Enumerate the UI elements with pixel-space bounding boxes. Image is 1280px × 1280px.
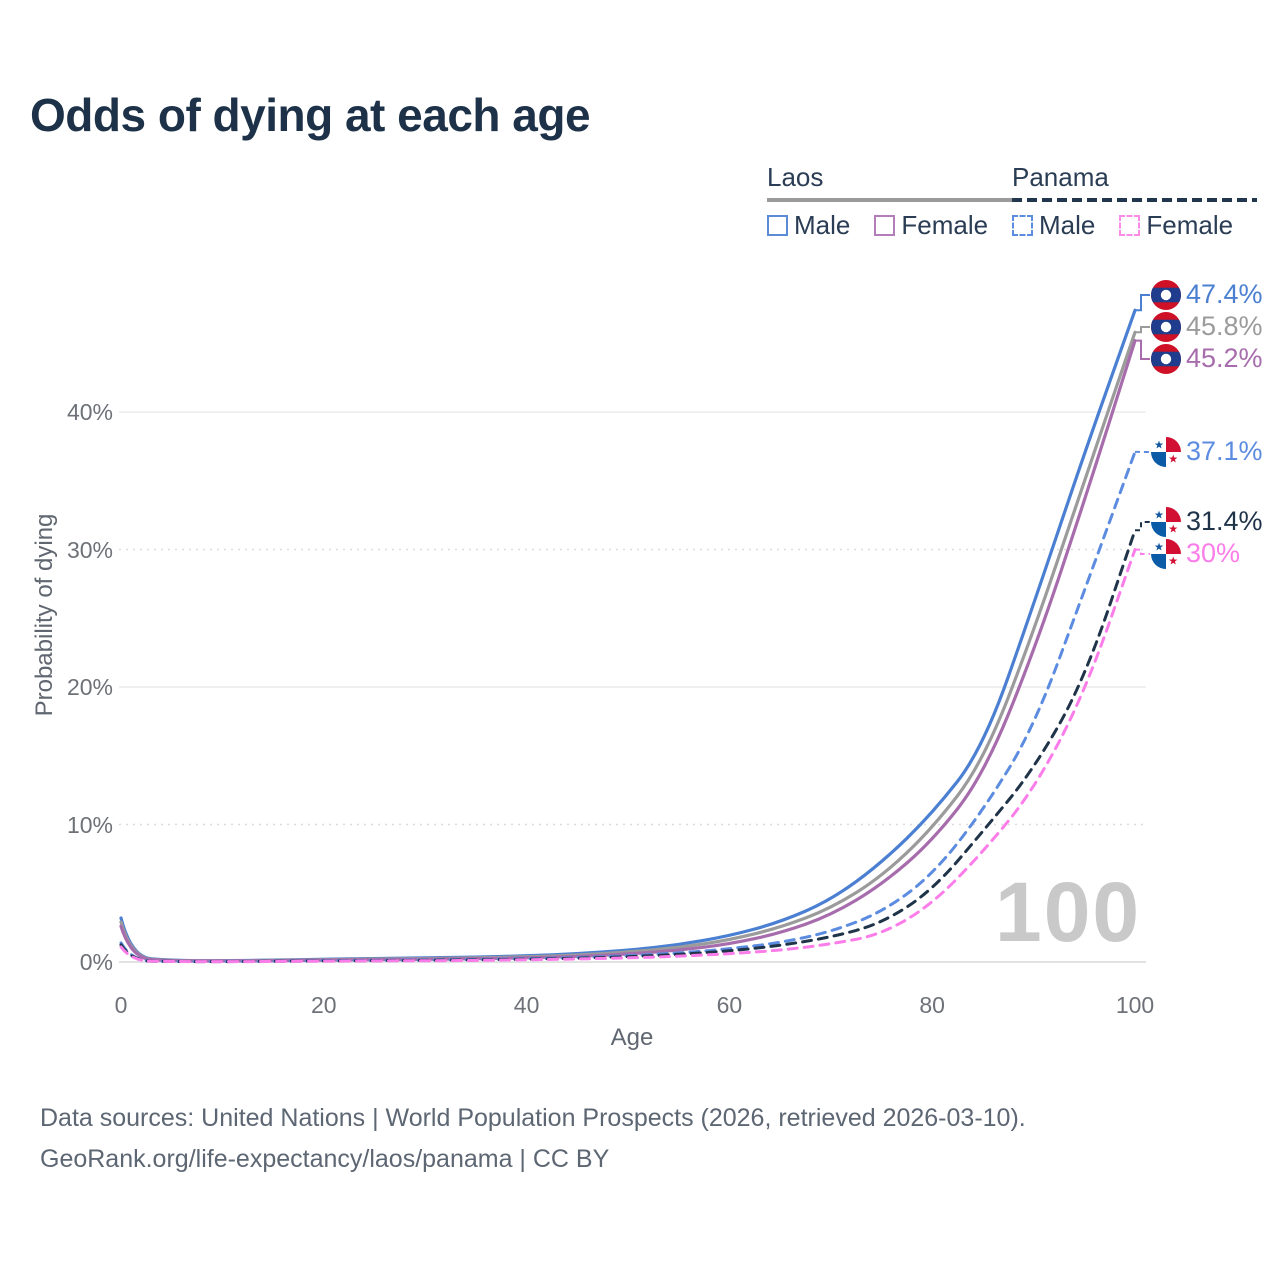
y-tick-40%: 40%: [66, 399, 113, 426]
footer-sources: Data sources: United Nations | World Pop…: [40, 1104, 1026, 1132]
connector-laos-male: [1135, 294, 1150, 312]
end-label-panama-male: 37.1%: [1186, 436, 1263, 466]
y-tick-20%: 20%: [66, 674, 113, 701]
end-label-laos-male: 47.4%: [1186, 279, 1263, 309]
y-tick-30%: 30%: [66, 536, 113, 563]
curve-laos-both-sexes: [119, 330, 1137, 963]
end-label-panama-female: 30%: [1186, 538, 1241, 568]
curve-laos-female: [119, 339, 1137, 963]
laos-male-swatch-icon: [767, 215, 788, 236]
curve-laos-male: [119, 308, 1137, 963]
x-tick-60: 60: [716, 992, 743, 1018]
age-watermark: 100: [995, 865, 1142, 959]
curve-panama-male: [119, 450, 1137, 963]
laos-female-swatch-icon: [874, 215, 896, 236]
page-title: Odds of dying at each age: [30, 89, 591, 141]
legend-item-laos-male[interactable]: Male: [767, 210, 850, 241]
legend-panama-items: Male Female: [1012, 210, 1257, 241]
legend-item-panama-female-label: Female: [1146, 210, 1234, 240]
legend-item-laos-female[interactable]: Female: [874, 210, 988, 241]
legend-group-laos-title: Laos: [767, 162, 824, 192]
connector-laos-female: [1135, 339, 1150, 360]
gridlines: [119, 411, 1146, 963]
x-tick-0: 0: [114, 992, 128, 1018]
laos-flag-icon: [1151, 280, 1181, 310]
legend-item-laos-female-label: Female: [901, 210, 989, 240]
flag-icons: [1151, 280, 1181, 569]
curve-panama-both-sexes: [119, 528, 1137, 964]
x-tick-80: 80: [919, 992, 945, 1018]
y-tick-0%: 0%: [79, 949, 113, 975]
legend-panama-line-style-sample: [1012, 198, 1258, 202]
legend-group-panama-title: Panama: [1012, 162, 1109, 192]
legend-laos-items: Male Female: [767, 210, 1012, 241]
connector-laos-both-sexes: [1135, 326, 1150, 334]
connector-panama-female: [1135, 548, 1150, 555]
legend: Laos Male Female Panama Male: [0, 162, 1280, 242]
x-axis-title: Age: [610, 1024, 654, 1051]
legend-item-panama-male[interactable]: Male: [1012, 210, 1095, 241]
end-label-laos-female: 45.2%: [1186, 343, 1263, 373]
x-tick-20: 20: [311, 992, 337, 1018]
legend-laos-line-style-sample: [767, 198, 1013, 202]
y-tick-10%: 10%: [66, 811, 113, 838]
panama-male-swatch-icon: [1012, 215, 1033, 236]
legend-item-panama-female[interactable]: Female: [1119, 210, 1233, 241]
legend-item-panama-male-label: Male: [1039, 210, 1096, 240]
legend-item-laos-male-label: Male: [794, 210, 851, 240]
panama-flag-icon: [1151, 507, 1181, 537]
label-connectors: [1135, 294, 1150, 555]
end-label-panama-both-sexes: 31.4%: [1186, 506, 1263, 536]
footer-link: GeoRank.org/life-expectancy/laos/panama …: [40, 1145, 610, 1173]
curve-panama-female: [119, 548, 1137, 964]
connector-panama-both-sexes: [1135, 521, 1150, 532]
footer: Data sources: United Nations | World Pop…: [40, 1098, 1026, 1180]
panama-flag-icon: [1151, 539, 1181, 569]
x-tick-40: 40: [513, 992, 540, 1018]
end-label-laos-both-sexes: 45.8%: [1186, 311, 1263, 341]
y-axis-title: Probability of dying: [31, 513, 58, 717]
legend-group-laos: Laos Male Female: [767, 162, 1013, 241]
laos-flag-icon: [1151, 312, 1181, 342]
panama-flag-icon: [1151, 437, 1181, 467]
series-curves: [119, 308, 1137, 964]
x-tick-100: 100: [1115, 992, 1155, 1018]
legend-group-panama: Panama Male Female: [1012, 162, 1258, 241]
laos-flag-icon: [1151, 344, 1181, 374]
panama-female-swatch-icon: [1119, 215, 1141, 236]
